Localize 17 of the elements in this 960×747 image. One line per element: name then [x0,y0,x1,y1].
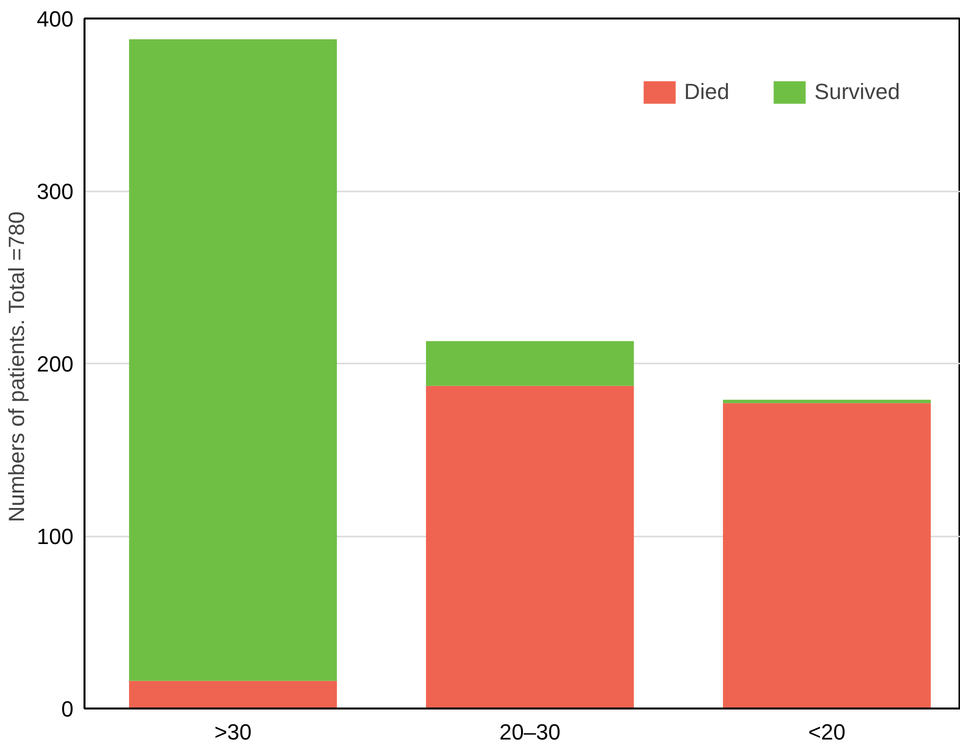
y-tick-label: 300 [36,179,74,204]
legend-label: Survived [814,79,900,105]
y-axis-title: Numbers of patients. Total =780 [4,211,29,522]
y-tick-label: 0 [61,696,74,722]
bar [129,39,337,681]
legend-label: Died [684,79,730,105]
y-tick-label: 400 [36,6,74,32]
bar [722,400,931,404]
bar [426,386,634,708]
bar [129,680,337,708]
bar [426,341,634,386]
x-tick-label: >30 [214,720,252,744]
y-tick-label: 200 [36,352,74,376]
x-tick-label: <20 [808,720,846,744]
x-tick-label: 20–30 [499,720,561,744]
bar [722,403,931,708]
y-tick-label: 100 [36,524,74,549]
